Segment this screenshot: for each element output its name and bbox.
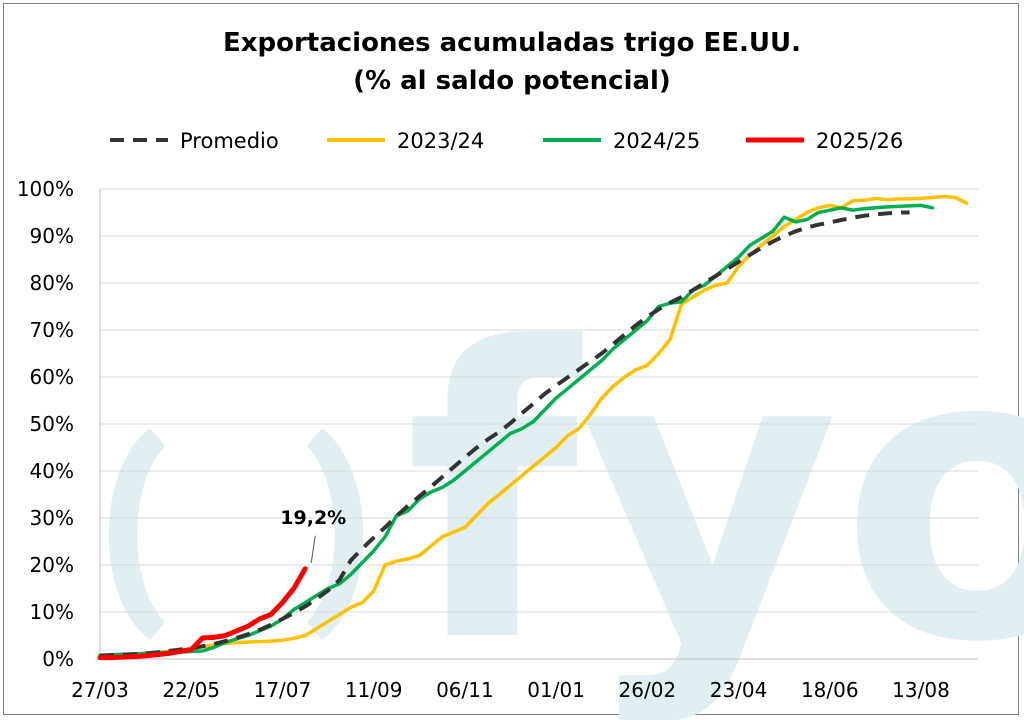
watermark-text: fyo (405, 265, 1024, 720)
legend: Promedio 2023/24 2024/25 2025/26 (110, 129, 903, 153)
x-tick-label: 23/04 (710, 678, 768, 702)
y-tick-label: 80% (30, 271, 74, 295)
y-tick-label: 90% (30, 224, 74, 248)
chart-title: Exportaciones acumuladas trigo EE.UU. (%… (0, 24, 1024, 100)
y-tick-label: 100% (17, 177, 74, 201)
x-tick-label: 26/02 (619, 678, 677, 702)
legend-label: Promedio (180, 129, 279, 153)
x-tick-label: 17/07 (254, 678, 312, 702)
annotations: 19,2% (280, 507, 346, 563)
annotation-leader-line (310, 535, 316, 563)
x-tick-label: 22/05 (162, 678, 220, 702)
y-tick-label: 40% (30, 459, 74, 483)
axes (99, 189, 978, 660)
y-tick-label: 60% (30, 365, 74, 389)
y-tick-label: 50% (30, 412, 74, 436)
series-line-2023-24 (98, 194, 969, 659)
y-tick-label: 0% (42, 647, 74, 671)
series-lines (97, 194, 969, 661)
legend-label: 2025/26 (816, 129, 903, 153)
y-tick-label: 30% (30, 506, 74, 530)
x-tick-label: 11/09 (345, 678, 403, 702)
x-tick-label: 18/06 (801, 678, 859, 702)
watermark-logo-left-arc (108, 428, 165, 640)
chart-frame (3, 3, 1019, 715)
x-tick-label: 01/01 (527, 678, 585, 702)
chart-title-line: Exportaciones acumuladas trigo EE.UU. (222, 28, 802, 58)
watermark: fyo (108, 265, 1024, 720)
annotation-label: 19,2% (280, 507, 346, 529)
x-axis-tick-labels: 27/03 22/05 17/07 11/09 06/11 01/01 26/02 23/04… (71, 678, 950, 702)
y-tick-label: 70% (30, 318, 74, 342)
x-tick-label: 06/11 (436, 678, 494, 702)
series-line-Promedio (99, 210, 910, 658)
y-tick-label: 20% (30, 553, 74, 577)
legend-label: 2024/25 (613, 129, 700, 153)
chart-subtitle-line: (% al saldo potencial) (353, 66, 671, 96)
watermark-logo-right-arc (307, 428, 364, 640)
y-tick-label: 10% (30, 600, 74, 624)
y-axis-tick-labels: 0% 10% 20% 30% 40% 50% 60% 70% 80% 90% 100% (17, 177, 74, 671)
x-tick-label: 13/08 (892, 678, 950, 702)
x-tick-label: 27/03 (71, 678, 129, 702)
gridlines (100, 188, 978, 613)
series-line-2025-26 (97, 566, 308, 661)
legend-label: 2023/24 (397, 129, 484, 153)
